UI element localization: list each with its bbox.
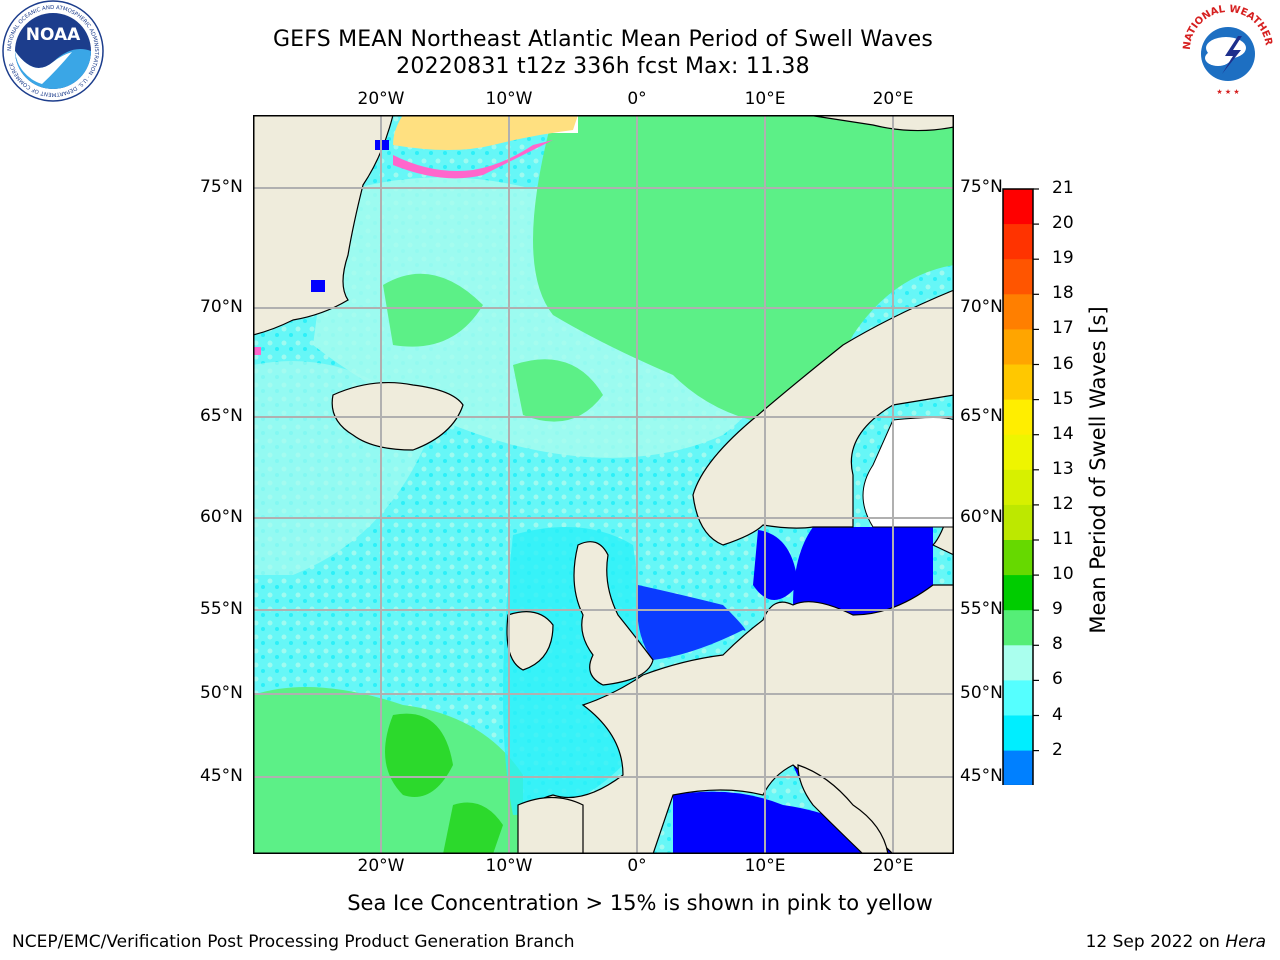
lat-label-right: 60°N	[960, 507, 1003, 527]
noaa-logo-text: NOAA	[26, 25, 81, 45]
colorbar-tick-label: 21	[1052, 178, 1074, 198]
colorbar-tick-label: 15	[1052, 388, 1074, 409]
footer-host: Hera	[1225, 932, 1266, 952]
lon-label-top: 20°W	[357, 89, 405, 109]
footer-credit: NCEP/EMC/Verification Post Processing Pr…	[12, 932, 575, 952]
lon-label-bottom: 0°	[627, 856, 647, 876]
colorbar-segment	[1003, 329, 1033, 365]
mediterranean-field	[673, 791, 893, 854]
lat-label-right: 70°N	[960, 297, 1003, 317]
chart-subtitle: 20220831 t12z 336h fcst Max: 11.38	[396, 54, 810, 79]
colorbar-segment	[1003, 434, 1033, 471]
colorbar-segment	[1003, 645, 1033, 681]
colorbar-segment	[1003, 469, 1033, 506]
colorbar-tick-label: 19	[1052, 248, 1074, 269]
colorbar-segment	[1003, 750, 1033, 785]
colorbar-tick-label: 12	[1052, 493, 1074, 514]
colorbar-segment	[1003, 504, 1033, 541]
colorbar-label: Mean Period of Swell Waves [s]	[1086, 306, 1110, 634]
colorbar-tick-label: 11	[1052, 529, 1074, 549]
colorbar-segment	[1003, 715, 1033, 752]
graticule	[253, 115, 954, 854]
colorbar	[1001, 188, 1039, 785]
nws-logo: NATIONAL WEATHER SERVICE ★ ★ ★	[1178, 0, 1276, 98]
sea-ice-area	[253, 115, 578, 355]
chart-title: GEFS MEAN Northeast Atlantic Mean Period…	[272, 27, 934, 52]
colorbar-segment	[1003, 399, 1033, 436]
colorbar-segment	[1003, 189, 1033, 225]
lon-label-bottom: 10°W	[485, 856, 533, 876]
swell-period-map	[253, 115, 954, 854]
lon-label-top: 0°	[627, 89, 647, 109]
lon-label-top: 20°E	[872, 89, 914, 109]
lat-label-right: 55°N	[960, 599, 1003, 619]
footer-date: 12 Sep 2022 on Hera	[1086, 932, 1266, 952]
colorbar-tick-label: 16	[1052, 353, 1074, 374]
colorbar-tick-label: 8	[1052, 634, 1063, 655]
lon-label-bottom: 20°W	[357, 856, 405, 876]
colorbar-segment	[1003, 540, 1033, 576]
colorbar-segment	[1003, 224, 1033, 260]
colorbar-tick-label: 4	[1052, 704, 1063, 725]
lat-label-left: 65°N	[200, 406, 243, 426]
lon-label-top: 10°W	[485, 89, 533, 109]
colorbar-tick-label: 17	[1052, 318, 1074, 339]
colorbar-tick-label: 10	[1052, 564, 1074, 585]
lon-label-bottom: 10°E	[744, 856, 786, 876]
map-svg	[253, 115, 954, 854]
colorbar-segment	[1003, 364, 1033, 401]
colorbar-tick-label: 2	[1052, 739, 1063, 760]
colorbar-segment	[1003, 294, 1033, 330]
sea-ice-note: Sea Ice Concentration > 15% is shown in …	[0, 891, 1280, 915]
green-field-north	[533, 115, 954, 425]
lat-label-left: 75°N	[200, 177, 243, 197]
colorbar-tick-label: 6	[1052, 669, 1063, 690]
map-frame	[253, 115, 954, 854]
north-sea-field	[637, 585, 746, 660]
colorbar-tick-label: 9	[1052, 599, 1063, 620]
lat-label-left: 60°N	[200, 507, 243, 527]
lat-label-right: 45°N	[960, 766, 1003, 786]
lat-label-right: 75°N	[960, 177, 1003, 197]
noaa-logo: NOAA NATIONAL OCEANIC AND ATMOSPHERIC AD…	[2, 0, 104, 102]
colorbar-tick-label: 18	[1052, 283, 1074, 304]
nws-stars: ★ ★ ★	[1216, 88, 1239, 96]
colorbar-tick-label: 14	[1052, 423, 1074, 444]
colorbar-segment	[1003, 610, 1033, 646]
lon-label-top: 10°E	[744, 89, 786, 109]
lat-label-right: 65°N	[960, 406, 1003, 426]
sea-ice-note-text: Sea Ice Concentration > 15% is shown in …	[347, 891, 933, 915]
colorbar-segment	[1003, 259, 1033, 295]
baltic-field	[793, 527, 933, 615]
lat-label-left: 50°N	[200, 683, 243, 703]
lat-label-left: 55°N	[200, 599, 243, 619]
lat-label-right: 50°N	[960, 683, 1003, 703]
lat-label-left: 70°N	[200, 297, 243, 317]
lat-label-left: 45°N	[200, 766, 243, 786]
footer-date-text: 12 Sep 2022 on	[1085, 932, 1226, 952]
colorbar-tick-label: 13	[1052, 458, 1074, 479]
colorbar-tick-label: 20	[1052, 213, 1074, 234]
colorbar-segment	[1003, 680, 1033, 716]
colorbar-segment	[1003, 575, 1033, 611]
lon-label-bottom: 20°E	[872, 856, 914, 876]
colorbar-frame	[1002, 188, 1034, 785]
